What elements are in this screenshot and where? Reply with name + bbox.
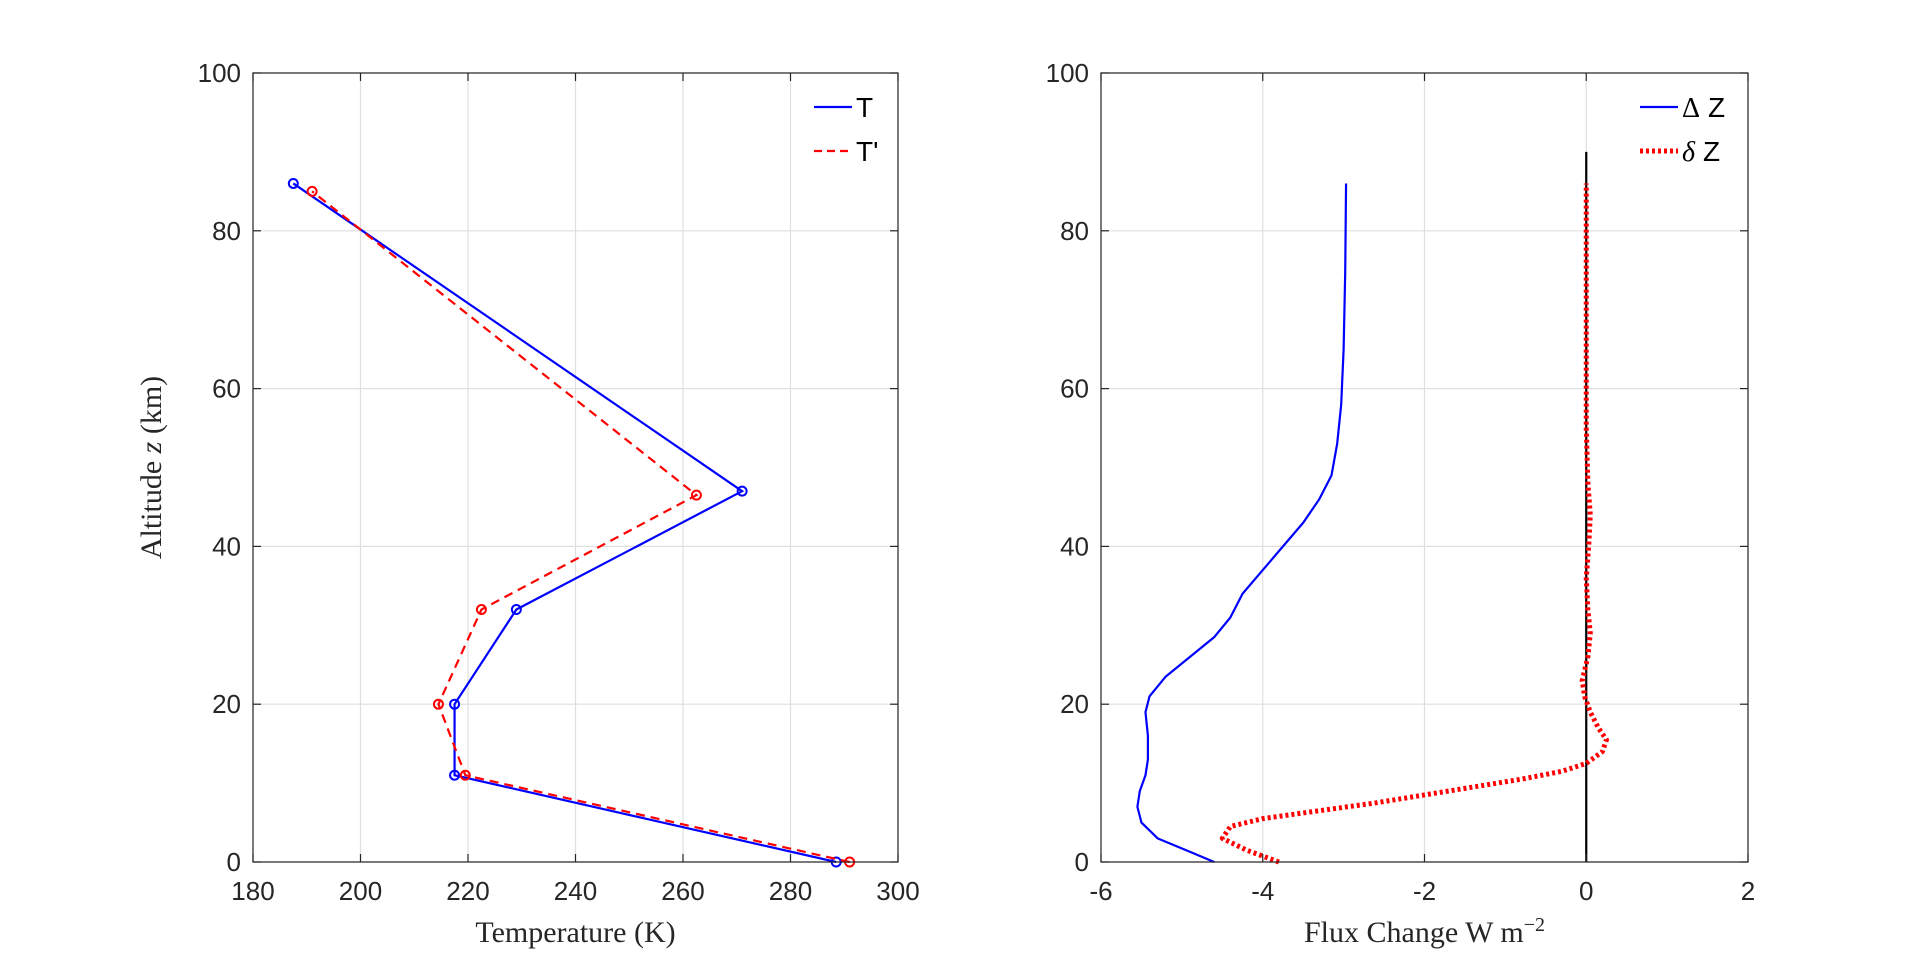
y-tick-label: 0 xyxy=(227,847,241,877)
legend-prefix-delta-lower: δ xyxy=(1682,137,1696,168)
left-grid xyxy=(252,72,899,863)
series-point-1 xyxy=(459,769,471,781)
series-point-0 xyxy=(287,177,299,189)
series-point-1 xyxy=(432,698,444,710)
right-x-axis-label: Flux Change W m−2 xyxy=(1304,914,1545,949)
ylabel-var: z xyxy=(135,441,168,454)
legend-name-delta-z: Z xyxy=(1708,92,1725,123)
left-y-axis-label: Altitude z (km) xyxy=(135,376,168,559)
x-tick-label: 240 xyxy=(554,876,597,906)
y-tick-label: 60 xyxy=(1060,374,1089,404)
y-tick-label: 0 xyxy=(1075,847,1089,877)
legend-prefix-delta-upper: Δ xyxy=(1682,93,1700,124)
legend-label-t-prime: T' xyxy=(856,136,878,167)
left-ticks: 180 200 220 240 260 280 300 0 20 40 60 80 100 xyxy=(198,58,920,906)
ylabel-suffix: (km) xyxy=(135,376,168,442)
y-tick-label: 80 xyxy=(212,216,241,246)
left-data xyxy=(287,177,856,868)
right-data xyxy=(1136,151,1609,865)
y-tick-label: 20 xyxy=(212,689,241,719)
right-grid xyxy=(1100,72,1749,863)
y-tick-label: 80 xyxy=(1060,216,1089,246)
x-tick-label: -4 xyxy=(1251,876,1274,906)
series-point-1 xyxy=(306,185,318,197)
x-tick-label: 180 xyxy=(231,876,274,906)
y-tick-label: 100 xyxy=(1046,58,1089,88)
series-point-0 xyxy=(736,485,748,497)
y-tick-label: 40 xyxy=(212,531,241,561)
series-line-0 xyxy=(1136,183,1348,864)
y-tick-label: 20 xyxy=(1060,689,1089,719)
x-tick-label: 300 xyxy=(876,876,919,906)
ylabel-prefix: Altitude xyxy=(135,453,168,559)
x-tick-label: 220 xyxy=(446,876,489,906)
x-tick-label: 0 xyxy=(1579,876,1593,906)
left-x-axis-label: Temperature (K) xyxy=(475,916,675,949)
series-line-1 xyxy=(311,190,850,864)
y-tick-label: 40 xyxy=(1060,531,1089,561)
series-point-1 xyxy=(690,489,702,501)
series-point-1 xyxy=(475,604,487,616)
xlabel-exponent: −2 xyxy=(1524,914,1545,936)
series-point-0 xyxy=(449,769,461,781)
legend-name-delta-lower-z: Z xyxy=(1703,136,1720,167)
x-tick-label: 280 xyxy=(769,876,812,906)
legend-label-t: T xyxy=(856,92,873,123)
series-line-1 xyxy=(1219,183,1609,865)
y-tick-label: 100 xyxy=(198,58,241,88)
temperature-profile-panel: 180 200 220 240 260 280 300 0 20 40 60 80 100 Temper… xyxy=(135,58,920,949)
y-tick-label: 60 xyxy=(212,374,241,404)
series-point-0 xyxy=(510,604,522,616)
series-point-0 xyxy=(449,698,461,710)
x-tick-label: -2 xyxy=(1413,876,1436,906)
x-tick-label: -6 xyxy=(1089,876,1112,906)
x-tick-label: 2 xyxy=(1741,876,1755,906)
xlabel-prefix: Flux Change W m xyxy=(1304,916,1524,949)
x-tick-label: 260 xyxy=(661,876,704,906)
left-legend: T T' xyxy=(814,92,878,167)
series-line-0 xyxy=(292,182,837,864)
x-tick-label: 200 xyxy=(339,876,382,906)
